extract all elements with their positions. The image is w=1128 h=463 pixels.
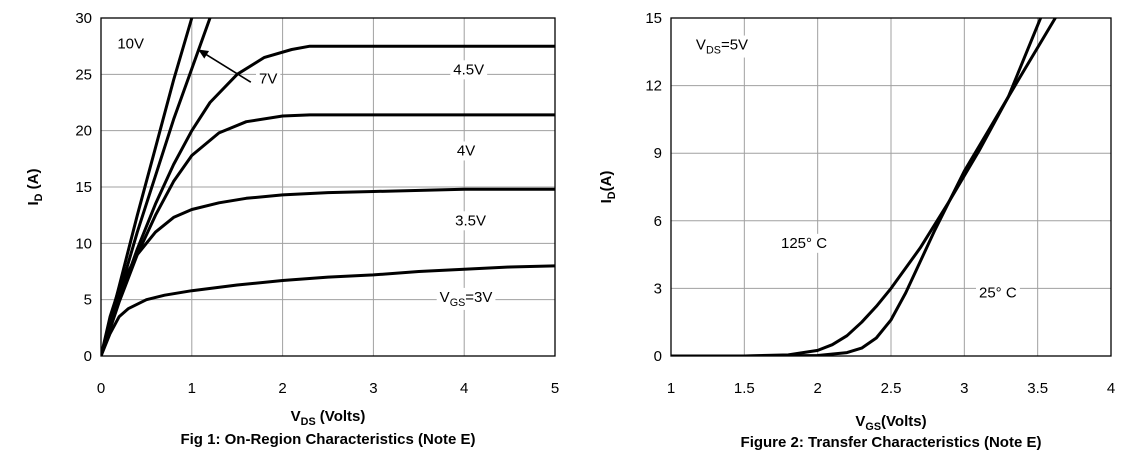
x-tick-label: 2.5	[881, 380, 902, 397]
plot-frame	[670, 17, 1112, 357]
chart-on-region: 0 1 2 3 4 505101520253010V7V4.5V4V3.5VVGS=3VV…	[25, 10, 559, 448]
annotation-label-sub: DS	[706, 45, 721, 57]
series-line-4	[101, 187, 555, 356]
annotation-label-rest: =5V	[721, 37, 748, 54]
annotation-bg	[692, 35, 752, 58]
annotation-label: VDS=5V	[696, 37, 748, 57]
x-tick-label: 1	[188, 380, 196, 397]
y-axis-label: ID(A)	[598, 171, 618, 204]
annotation-bg	[114, 34, 148, 54]
annotation-bg	[976, 283, 1020, 303]
y-axis-label-main: I	[598, 199, 615, 203]
arrow-head	[198, 49, 210, 59]
annotation-bg	[778, 233, 831, 253]
y-axis-label: ID (A)	[25, 169, 45, 206]
y-axis-label-rest: (A)	[598, 171, 615, 192]
annotation-label: 125° C	[781, 235, 827, 252]
x-tick-label: 5	[551, 380, 559, 397]
y-axis-label-sub: D	[606, 191, 618, 199]
series-line-5	[101, 264, 555, 356]
series-line-3	[101, 113, 555, 356]
annotation-label: 3.5V	[455, 212, 486, 229]
annotation-label-main: V	[696, 37, 706, 54]
annotation-label: 4.5V	[453, 61, 484, 78]
x-axis-label-main: V	[855, 413, 865, 430]
chart-caption: Figure 2: Transfer Characteristics (Note…	[741, 434, 1042, 451]
annotation-label: 25° C	[979, 284, 1017, 301]
y-axis-label-sub: D	[33, 193, 45, 201]
y-tick-label: 30	[75, 10, 92, 27]
annotation-bg	[452, 211, 489, 231]
x-tick-label: 1.5	[734, 380, 755, 397]
annotation-label: 4V	[457, 142, 475, 159]
annotation-label: 7V	[259, 70, 277, 87]
y-tick-label: 6	[654, 213, 662, 230]
x-tick-label: 3.5	[1027, 380, 1048, 397]
annotation-bg	[436, 287, 496, 310]
y-tick-label: 5	[84, 292, 92, 309]
series-line-1	[101, 18, 212, 356]
x-tick-label: 1	[667, 380, 675, 397]
annotation-label: VGS=3V	[440, 289, 493, 309]
annotation-group: VDS=5V 125° C 25° C	[692, 35, 1020, 303]
y-tick-label: 20	[75, 123, 92, 140]
chart-caption: Fig 1: On-Region Characteristics (Note E…	[180, 431, 475, 448]
y-axis-label-main: I	[25, 201, 42, 205]
arrow-line	[197, 48, 252, 83]
x-tick-label: 3	[960, 380, 968, 397]
annotation-bg	[450, 60, 488, 80]
x-tick-label: 0	[97, 380, 105, 397]
x-axis-label: VGS(Volts)	[855, 413, 926, 433]
annotation-label: 10V	[117, 35, 144, 52]
x-axis-label-sub: DS	[301, 416, 316, 428]
annotation-label-sub: GS	[450, 297, 466, 309]
y-tick-label: 12	[645, 78, 662, 95]
y-tick-label: 3	[654, 280, 662, 297]
y-tick-label: 9	[654, 145, 662, 162]
plot-frame	[100, 17, 556, 357]
annotation-label-main: V	[440, 289, 450, 306]
x-tick-label: 2	[813, 380, 821, 397]
annotation-bg	[453, 141, 479, 161]
x-axis-label: VDS (Volts)	[291, 408, 366, 428]
x-axis-label-main: V	[291, 408, 301, 425]
series-line-1	[671, 18, 1057, 356]
y-axis-label-rest: (A)	[25, 169, 42, 194]
y-tick-label: 25	[75, 66, 92, 83]
y-tick-label: 10	[75, 235, 92, 252]
x-tick-label: 2	[278, 380, 286, 397]
x-axis-label-sub: GS	[865, 421, 881, 433]
y-tick-label: 0	[654, 348, 662, 365]
annotation-label-rest: =3V	[465, 289, 492, 306]
series-line-2	[101, 44, 555, 356]
annotation-group: 10V 7V 4.5V 4V 3.5V VGS=3V	[114, 34, 496, 310]
x-tick-label: 4	[460, 380, 468, 397]
x-tick-label: 4	[1107, 380, 1115, 397]
annotation-bg	[255, 69, 281, 89]
series-line-0	[671, 18, 1043, 356]
x-axis-label-rest: (Volts)	[881, 413, 927, 430]
y-tick-label: 0	[84, 348, 92, 365]
x-axis-label-rest: (Volts)	[316, 408, 366, 425]
y-tick-label: 15	[75, 179, 92, 196]
y-tick-label: 15	[645, 10, 662, 27]
x-tick-label: 3	[369, 380, 377, 397]
